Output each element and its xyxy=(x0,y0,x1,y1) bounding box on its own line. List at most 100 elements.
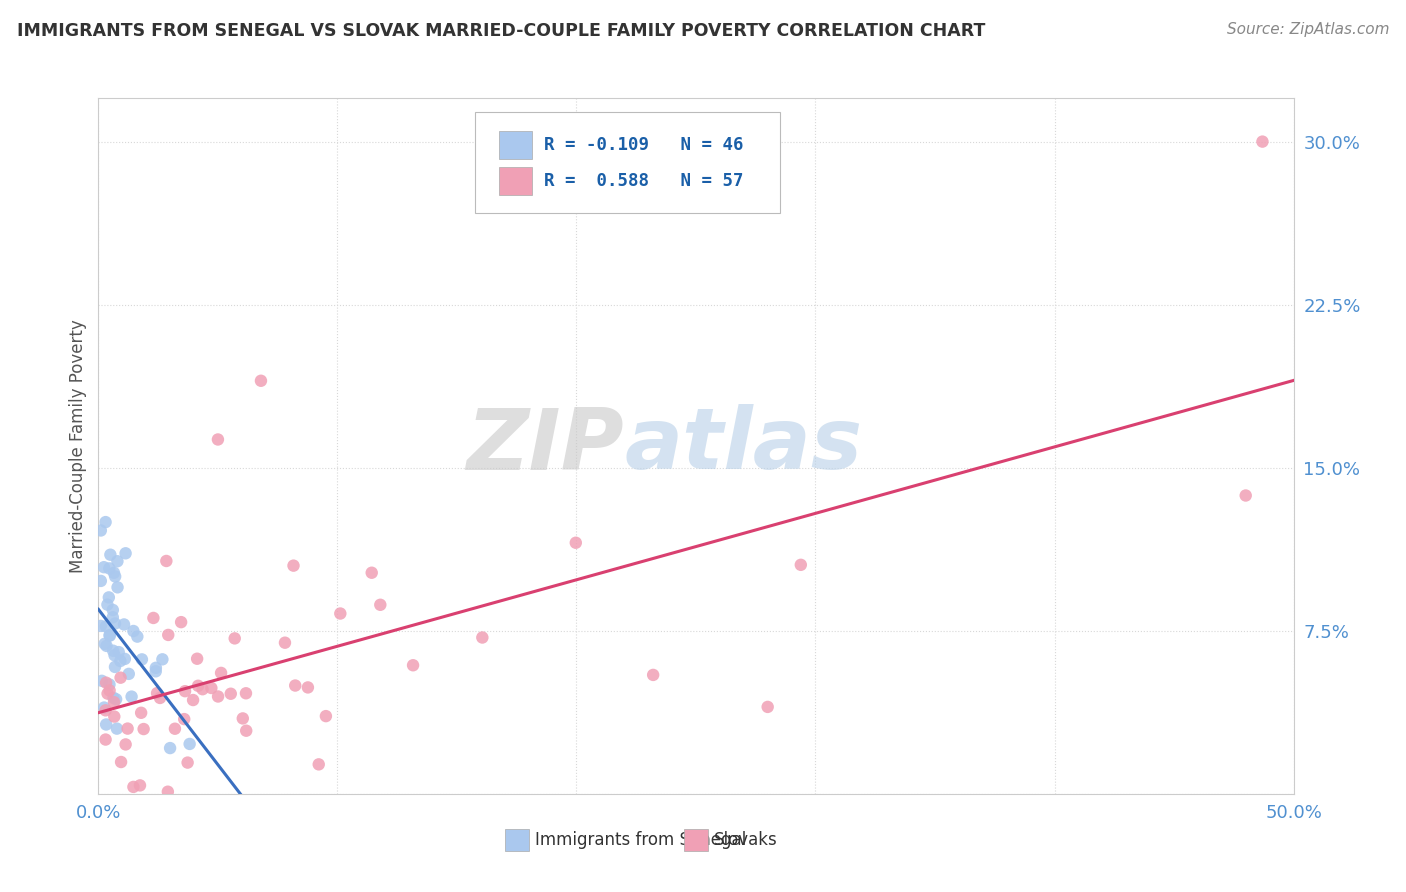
Point xyxy=(107,580,129,594)
Point xyxy=(94,717,117,731)
Point xyxy=(98,628,121,642)
Point xyxy=(101,610,124,624)
Point xyxy=(224,632,246,646)
Point xyxy=(129,706,152,720)
Point xyxy=(114,652,136,666)
Text: Source: ZipAtlas.com: Source: ZipAtlas.com xyxy=(1226,22,1389,37)
Point xyxy=(207,690,229,704)
Point xyxy=(159,741,181,756)
Point xyxy=(155,554,177,568)
Point xyxy=(149,690,172,705)
Point xyxy=(94,703,117,717)
Point xyxy=(181,693,204,707)
Point xyxy=(90,524,112,538)
Point xyxy=(94,515,117,529)
Point xyxy=(173,712,195,726)
Point xyxy=(132,722,155,736)
Point xyxy=(98,629,121,643)
Point xyxy=(90,673,112,688)
Point xyxy=(93,700,115,714)
Point xyxy=(146,686,169,700)
Point xyxy=(756,699,779,714)
FancyBboxPatch shape xyxy=(475,112,780,213)
Point xyxy=(131,652,153,666)
Point xyxy=(1234,488,1257,502)
Point xyxy=(90,619,112,633)
Point xyxy=(94,619,117,633)
Point xyxy=(97,591,120,605)
Point xyxy=(104,660,127,674)
Point xyxy=(105,722,128,736)
Text: Slovaks: Slovaks xyxy=(714,830,778,849)
Point xyxy=(90,574,112,588)
Point xyxy=(98,677,121,691)
Point xyxy=(101,603,124,617)
Point xyxy=(1251,135,1274,149)
Point xyxy=(186,651,208,665)
Point xyxy=(104,569,127,583)
Point xyxy=(207,433,229,447)
Point xyxy=(103,695,125,709)
Point xyxy=(94,732,117,747)
Point xyxy=(112,617,135,632)
Point xyxy=(157,628,180,642)
Point xyxy=(643,668,665,682)
Point xyxy=(98,561,121,575)
Point xyxy=(297,681,319,695)
Point xyxy=(118,666,141,681)
Point xyxy=(114,738,136,752)
Point xyxy=(103,648,125,663)
Point xyxy=(283,558,305,573)
Point xyxy=(179,737,201,751)
Point xyxy=(145,661,167,675)
Point xyxy=(170,615,193,629)
Point xyxy=(96,639,118,653)
Point xyxy=(110,755,132,769)
Text: atlas: atlas xyxy=(624,404,862,488)
Point xyxy=(93,560,115,574)
Point xyxy=(105,692,128,706)
Point xyxy=(790,558,813,572)
Point xyxy=(284,679,307,693)
Point xyxy=(402,658,425,673)
Point xyxy=(97,687,120,701)
FancyBboxPatch shape xyxy=(499,131,533,159)
Point xyxy=(121,690,143,704)
Point xyxy=(200,681,222,695)
Point xyxy=(117,722,139,736)
Point xyxy=(174,684,197,698)
Point xyxy=(360,566,382,580)
Point xyxy=(129,778,152,792)
Point xyxy=(110,671,132,685)
Point xyxy=(187,679,209,693)
Point xyxy=(122,780,145,794)
Point xyxy=(107,645,129,659)
Point xyxy=(209,665,232,680)
Point xyxy=(471,631,494,645)
Point xyxy=(142,611,165,625)
Point xyxy=(127,630,149,644)
Text: R = -0.109   N = 46: R = -0.109 N = 46 xyxy=(544,136,744,153)
Point xyxy=(122,624,145,638)
Point xyxy=(101,644,124,658)
Text: IMMIGRANTS FROM SENEGAL VS SLOVAK MARRIED-COUPLE FAMILY POVERTY CORRELATION CHAR: IMMIGRANTS FROM SENEGAL VS SLOVAK MARRIE… xyxy=(17,22,986,40)
Point xyxy=(104,616,127,631)
Point xyxy=(98,683,121,698)
FancyBboxPatch shape xyxy=(505,829,529,851)
Point xyxy=(315,709,337,723)
Text: R =  0.588   N = 57: R = 0.588 N = 57 xyxy=(544,172,744,190)
Point xyxy=(96,598,118,612)
Point xyxy=(176,756,198,770)
Point xyxy=(114,546,136,560)
Text: Immigrants from Senegal: Immigrants from Senegal xyxy=(534,830,745,849)
Point xyxy=(152,652,174,666)
Point xyxy=(232,711,254,725)
Point xyxy=(98,548,122,562)
Point xyxy=(308,757,330,772)
Point xyxy=(274,636,297,650)
Point xyxy=(163,722,186,736)
Point xyxy=(191,682,214,697)
Point xyxy=(219,687,242,701)
Text: ZIP: ZIP xyxy=(467,404,624,488)
Point xyxy=(235,686,257,700)
